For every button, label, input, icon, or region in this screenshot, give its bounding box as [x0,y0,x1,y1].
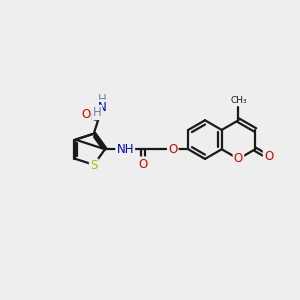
Text: O: O [234,152,243,165]
Text: CH₃: CH₃ [230,96,247,105]
Text: O: O [168,143,177,156]
Text: O: O [81,108,90,122]
Text: H: H [98,93,107,106]
Text: O: O [264,151,273,164]
Text: NH: NH [116,143,134,156]
Text: N: N [98,100,107,114]
Text: O: O [139,158,148,171]
Text: H: H [93,106,101,119]
Text: S: S [90,160,98,172]
